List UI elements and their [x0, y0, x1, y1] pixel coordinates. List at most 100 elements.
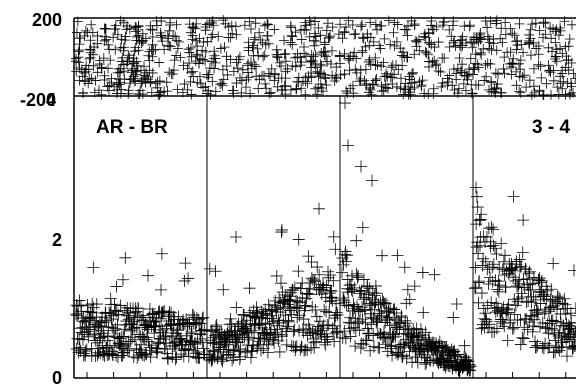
- upper-point: [496, 23, 507, 34]
- upper-point: [505, 47, 516, 58]
- upper-point: [335, 19, 346, 30]
- lower-point: [416, 328, 429, 341]
- lower-point: [545, 322, 558, 335]
- lower-point: [304, 327, 317, 340]
- upper-point: [419, 28, 430, 39]
- lower-point: [195, 324, 208, 337]
- upper-point: [320, 47, 331, 58]
- lower-peak-point: [276, 223, 288, 236]
- upper-point: [518, 47, 529, 58]
- upper-point: [115, 88, 126, 99]
- upper-point: [561, 51, 572, 62]
- lower-point: [320, 305, 333, 318]
- upper-point: [157, 36, 168, 47]
- lower-point: [377, 296, 390, 309]
- lower-point: [540, 280, 553, 293]
- upper-point: [527, 19, 538, 30]
- lower-point: [186, 335, 199, 348]
- lower-point: [272, 314, 285, 327]
- upper-point: [303, 71, 314, 82]
- lower-point: [308, 341, 321, 354]
- lower-point: [196, 312, 209, 325]
- lower-point: [495, 237, 508, 250]
- lower-point: [344, 330, 357, 343]
- upper-point: [118, 59, 129, 70]
- lower-point: [481, 263, 494, 276]
- lower-point: [117, 330, 130, 343]
- lower-point: [253, 319, 266, 332]
- upper-point: [403, 81, 414, 92]
- upper-point: [403, 89, 414, 100]
- lower-point: [273, 291, 286, 304]
- upper-point: [192, 50, 203, 61]
- upper-point: [339, 69, 350, 80]
- upper-point: [345, 83, 356, 94]
- upper-point: [208, 20, 219, 31]
- upper-point: [395, 73, 406, 84]
- upper-point: [405, 84, 416, 95]
- lower-point: [394, 338, 407, 351]
- lower-point: [138, 350, 151, 363]
- upper-point: [535, 61, 546, 72]
- upper-point: [221, 51, 232, 62]
- upper-point: [171, 50, 182, 61]
- upper-point: [253, 83, 264, 94]
- segment-label-3-4: 3 - 4: [532, 117, 570, 138]
- upper-point: [451, 68, 462, 79]
- upper-point: [234, 51, 245, 62]
- upper-point: [253, 50, 264, 61]
- upper-point: [370, 75, 381, 86]
- upper-point: [310, 49, 321, 60]
- lower-point: [150, 315, 163, 328]
- upper-point: [86, 19, 97, 30]
- lower-point: [238, 323, 251, 336]
- lower-point: [508, 308, 521, 321]
- upper-point: [233, 54, 244, 65]
- lower-point: [220, 338, 233, 351]
- lower-point: [133, 343, 146, 356]
- lower-point: [179, 257, 192, 270]
- lower-peak-point: [155, 283, 167, 296]
- lower-point: [262, 298, 275, 311]
- upper-point: [458, 78, 469, 89]
- lower-point: [70, 299, 83, 312]
- upper-point: [402, 30, 413, 41]
- lower-point: [76, 333, 89, 346]
- upper-point: [209, 50, 220, 61]
- upper-point: [524, 37, 535, 48]
- upper-point: [169, 65, 180, 76]
- upper-point: [419, 88, 430, 99]
- upper-point: [454, 53, 465, 64]
- lower-point: [469, 261, 482, 274]
- upper-point: [218, 15, 229, 26]
- upper-point: [448, 64, 459, 75]
- upper-point: [482, 31, 493, 42]
- upper-point: [103, 85, 114, 96]
- lower-point: [224, 312, 237, 325]
- upper-point: [143, 50, 154, 61]
- upper-point: [423, 37, 434, 48]
- upper-point: [320, 73, 331, 84]
- lower-point: [320, 330, 333, 343]
- lower-point: [398, 261, 411, 274]
- lower-point: [470, 218, 483, 231]
- lower-point: [169, 353, 182, 366]
- upper-point: [305, 56, 316, 67]
- upper-point: [249, 32, 260, 43]
- lower-panel: 4 2 0 AR - BR 3 - 4: [46, 90, 576, 386]
- upper-point: [375, 20, 386, 31]
- lower-point: [472, 247, 485, 260]
- lower-point: [527, 290, 540, 303]
- lower-point: [369, 279, 382, 292]
- lower-point: [341, 249, 354, 262]
- lower-point: [328, 335, 341, 348]
- upper-point: [207, 76, 218, 87]
- upper-point: [262, 19, 273, 30]
- lower-point: [321, 333, 334, 346]
- lower-point: [243, 331, 256, 344]
- lower-point: [239, 346, 252, 359]
- upper-point: [123, 50, 134, 61]
- lower-point: [349, 340, 362, 353]
- upper-point: [391, 36, 402, 47]
- lower-point: [354, 305, 367, 318]
